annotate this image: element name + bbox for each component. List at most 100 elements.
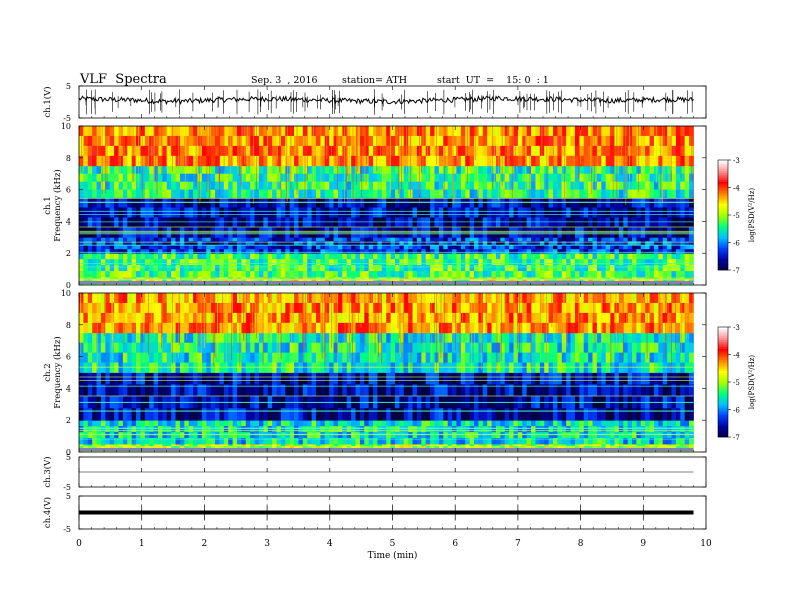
spectrogram-cell xyxy=(526,253,532,260)
spectrogram-cell xyxy=(206,265,212,272)
spectrogram-cell xyxy=(228,265,234,272)
spectrogram-cell xyxy=(232,237,238,242)
spectrogram-cell xyxy=(289,217,295,228)
spectrogram-cell xyxy=(443,420,449,427)
spectrogram-cell xyxy=(105,432,111,439)
spectrogram-cell xyxy=(136,265,141,272)
spectrogram-cell xyxy=(263,271,269,278)
spectrogram-cell xyxy=(579,265,585,272)
spectrogram-cell xyxy=(592,207,598,218)
spectrogram-cell xyxy=(680,189,686,198)
spectrogram-cell xyxy=(596,145,602,157)
spectrogram-cell xyxy=(131,271,137,278)
spectrogram-cell xyxy=(364,237,370,242)
spectrogram-cell xyxy=(351,155,356,167)
spectrogram-cell xyxy=(215,444,220,447)
spectrogram-cell xyxy=(416,426,422,433)
spectrogram-cell xyxy=(570,126,576,137)
spectrogram-cell xyxy=(570,135,576,147)
spectrogram-cell xyxy=(373,181,378,190)
spectrogram-cell xyxy=(118,249,124,254)
spectrogram-cell xyxy=(570,426,576,433)
spectrogram-cell xyxy=(377,432,383,439)
spectrogram-cell xyxy=(346,259,352,266)
spectrogram-cell xyxy=(618,444,624,447)
colorbar-label: log(PSD(V²/Hz) xyxy=(748,188,756,243)
spectrogram-cell xyxy=(610,181,615,190)
spectrogram-cell xyxy=(373,245,378,250)
spectrogram-cell xyxy=(149,245,155,250)
spectrogram-cell xyxy=(478,207,484,218)
spectrogram-cell xyxy=(254,207,260,218)
spectrogram-cell xyxy=(158,181,163,190)
spectrogram-cell xyxy=(210,245,216,250)
spectrogram-cell xyxy=(539,241,545,246)
spectrogram-cell xyxy=(399,426,405,433)
spectrogram-cell xyxy=(337,173,343,183)
spectrogram-cell xyxy=(504,426,510,433)
spectrogram-cell xyxy=(408,237,413,242)
spectrogram-cell xyxy=(219,277,225,280)
spectrogram-cell xyxy=(465,277,471,280)
spectrogram-cell xyxy=(447,126,453,137)
spectrogram-cell xyxy=(566,173,571,183)
spectrogram-cell xyxy=(522,245,528,250)
spectrogram-cell xyxy=(430,265,435,272)
spectrogram-cell xyxy=(153,135,159,147)
spectrogram-cell xyxy=(294,259,299,266)
spectrogram-cell xyxy=(680,207,686,218)
spectrogram-cell xyxy=(351,126,356,137)
spectrogram-cell xyxy=(294,279,299,282)
spectrogram-cell xyxy=(267,277,273,280)
spectrogram-cell xyxy=(403,181,409,190)
spectrogram-cell xyxy=(267,426,273,433)
spectrogram-cell xyxy=(100,155,106,167)
spectrogram-cell xyxy=(276,155,282,167)
spectrogram-cell xyxy=(636,420,642,427)
spectrogram-cell xyxy=(166,181,172,190)
spectrogram-cell xyxy=(526,181,532,190)
spectrogram-cell xyxy=(557,271,563,278)
spectrogram-cell xyxy=(131,181,137,190)
spectrogram-cell xyxy=(179,271,185,278)
spectrogram-cell xyxy=(311,432,317,439)
spectrogram-cell xyxy=(618,259,624,266)
spectrogram-cell xyxy=(149,444,155,447)
spectrogram-cell xyxy=(640,259,646,266)
spectrogram-cell xyxy=(614,253,620,260)
spectrogram-cell xyxy=(276,237,282,242)
spectrogram-cell xyxy=(210,165,216,175)
spectrogram-cell xyxy=(166,420,172,427)
spectrogram-cell xyxy=(158,279,163,282)
spectrogram-cell xyxy=(487,165,492,175)
spectrogram-cell xyxy=(447,277,453,280)
spectrogram-cell xyxy=(469,126,475,137)
spectrogram-cell xyxy=(250,245,255,250)
spectrogram-cell xyxy=(601,207,607,218)
spectrogram-cell xyxy=(605,438,611,445)
spectrogram-cell xyxy=(469,259,475,266)
spectrogram-cell xyxy=(408,279,413,282)
spectrogram-cell xyxy=(210,432,216,439)
spectrogram-cell xyxy=(197,265,203,272)
spectrogram-cell xyxy=(425,155,431,167)
spectrogram-cell xyxy=(539,432,545,439)
spectrogram-cell xyxy=(377,444,383,447)
spectrogram-cell xyxy=(298,271,304,278)
spectrogram-cell xyxy=(201,438,207,445)
spectrogram-cell xyxy=(175,155,181,167)
spectrogram-cell xyxy=(206,217,212,228)
spectrogram-cell xyxy=(307,145,313,157)
spectrogram-cell xyxy=(636,249,642,254)
spectrogram-cell xyxy=(329,207,334,218)
spectrogram-cell xyxy=(452,277,457,280)
spectrogram-cell xyxy=(201,189,207,198)
spectrogram-cell xyxy=(87,372,93,385)
spectrogram-cell xyxy=(504,165,510,175)
spectrogram-cell xyxy=(364,207,370,218)
spectrogram-cell xyxy=(381,271,387,278)
spectrogram-cell xyxy=(118,444,124,447)
spectrogram-cell xyxy=(219,279,225,282)
spectrogram-cell xyxy=(92,135,97,147)
spectrogram-cell xyxy=(263,253,269,260)
